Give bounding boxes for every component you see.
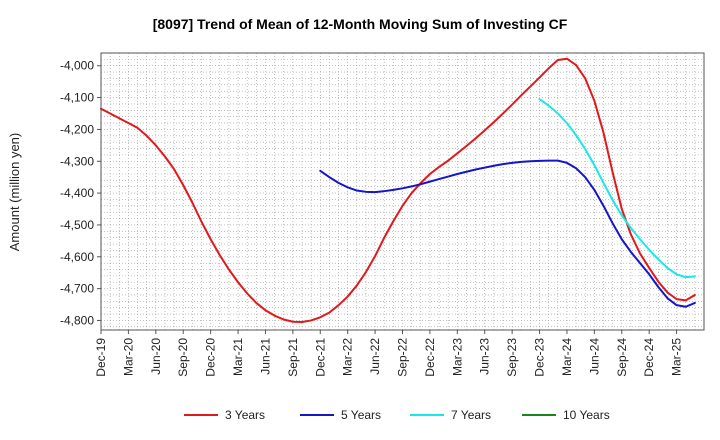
y-tick-label: -4,200 xyxy=(60,122,94,136)
grid-layer xyxy=(100,52,705,330)
x-tick-label: Jun-20 xyxy=(149,338,163,375)
legend-label: 5 Years xyxy=(341,408,381,422)
x-tick-label: Sep-23 xyxy=(505,338,519,377)
x-tick-label: Jun-21 xyxy=(258,338,272,375)
series-line-5-years xyxy=(319,159,696,308)
x-tick-label: Jun-24 xyxy=(587,338,601,375)
x-tick-label: Sep-22 xyxy=(396,338,410,377)
legend-label: 3 Years xyxy=(225,408,265,422)
y-tick-label: -4,500 xyxy=(60,218,94,232)
x-tick-label: Sep-20 xyxy=(176,338,190,377)
legend: 3 Years 5 Years 7 Years 10 Years xyxy=(184,408,610,422)
y-tick-label: -4,300 xyxy=(60,154,94,168)
y-tick-label: -4,400 xyxy=(60,186,94,200)
y-tick-label: -4,100 xyxy=(60,91,94,105)
x-tick-label: Dec-19 xyxy=(94,338,108,377)
y-tick-label: -4,800 xyxy=(60,313,94,327)
x-tick-label: Mar-22 xyxy=(341,338,355,376)
x-tick-label: Sep-21 xyxy=(286,338,300,377)
x-tick-label: Dec-23 xyxy=(533,338,547,377)
x-tick-label: Mar-21 xyxy=(231,338,245,376)
series-layer xyxy=(100,57,696,324)
y-tick-label: -4,600 xyxy=(60,250,94,264)
x-tick-label: Dec-21 xyxy=(313,338,327,377)
x-tick-labels: Dec-19 Mar-20 Jun-20 Sep-20 Dec-20 Mar-21 Jun-… xyxy=(94,330,684,377)
chart-title: [8097] Trend of Mean of 12-Month Moving … xyxy=(153,16,568,32)
series-line-3-years xyxy=(100,57,696,324)
x-tick-label: Dec-20 xyxy=(204,338,218,377)
x-tick-label: Sep-24 xyxy=(615,338,629,377)
x-tick-label: Jun-23 xyxy=(478,338,492,375)
x-tick-label: Mar-20 xyxy=(121,338,135,376)
x-tick-label: Mar-24 xyxy=(560,338,574,376)
y-tick-label: -4,700 xyxy=(60,282,94,296)
series-line-7-years xyxy=(538,98,696,279)
x-tick-label: Mar-23 xyxy=(450,338,464,376)
x-tick-label: Dec-24 xyxy=(642,338,656,377)
x-tick-label: Dec-22 xyxy=(423,338,437,377)
legend-label: 10 Years xyxy=(563,408,610,422)
x-tick-label: Mar-25 xyxy=(670,338,684,376)
x-tick-label: Jun-22 xyxy=(368,338,382,375)
y-tick-label: -4,000 xyxy=(60,59,94,73)
y-tick-labels: -4,000 -4,100 -4,200 -4,300 -4,400 -4,500 -4,6… xyxy=(60,59,101,327)
y-axis-label: Amount (million yen) xyxy=(7,133,22,252)
legend-label: 7 Years xyxy=(451,408,491,422)
